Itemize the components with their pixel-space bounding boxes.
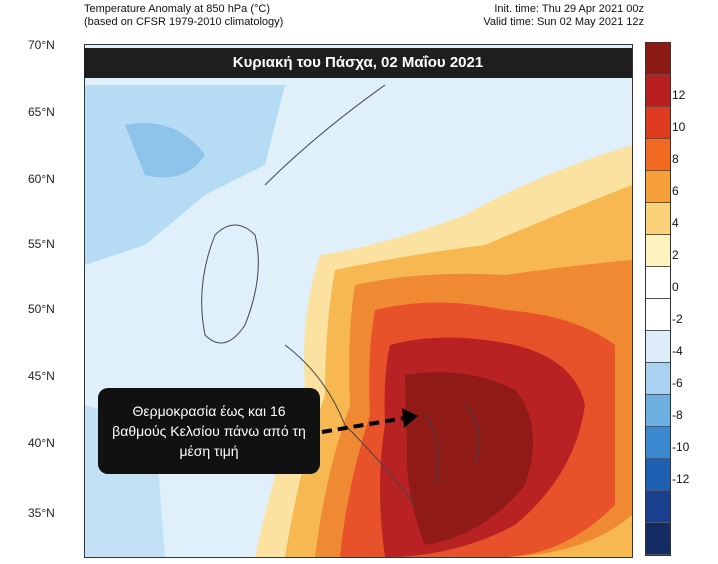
lat-label-40: 40°N bbox=[28, 436, 55, 450]
header-init-time: Init. time: Thu 29 Apr 2021 00z bbox=[494, 3, 644, 15]
header-valid-time: Valid time: Sun 02 May 2021 12z bbox=[483, 16, 644, 28]
lat-label-65: 65°N bbox=[28, 105, 55, 119]
lat-label-45: 45°N bbox=[28, 369, 55, 383]
callout-text: Θερμοκρασία έως και 16 βαθμούς Κελσίου π… bbox=[112, 403, 306, 459]
colorbar-label: -4 bbox=[672, 344, 683, 358]
colorbar-label: -6 bbox=[672, 376, 683, 390]
colorbar-label: -10 bbox=[672, 440, 690, 454]
colorbar-cell bbox=[646, 363, 670, 395]
colorbar-cell bbox=[646, 235, 670, 267]
colorbar bbox=[645, 42, 671, 556]
colorbar-label: 6 bbox=[672, 184, 679, 198]
colorbar-cell bbox=[646, 171, 670, 203]
colorbar-label: -12 bbox=[672, 472, 690, 486]
colorbar-cell bbox=[646, 459, 670, 491]
colorbar-label: 12 bbox=[672, 88, 686, 102]
colorbar-label: 0 bbox=[672, 280, 679, 294]
cold-core bbox=[125, 123, 205, 178]
colorbar-cell bbox=[646, 267, 670, 299]
colorbar-cell bbox=[646, 491, 670, 523]
colorbar-label: -2 bbox=[672, 312, 683, 326]
coastline-balkans bbox=[424, 404, 479, 486]
colorbar-cell bbox=[646, 75, 670, 107]
colorbar-label: 2 bbox=[672, 248, 679, 262]
colorbar-label: 8 bbox=[672, 152, 679, 166]
map-title: Κυριακή του Πάσχα, 02 Μαΐου 2021 bbox=[84, 48, 632, 78]
colorbar-label: 4 bbox=[672, 216, 679, 230]
colorbar-label: 10 bbox=[672, 120, 686, 134]
colorbar-cell bbox=[646, 395, 670, 427]
anomaly-map[interactable] bbox=[84, 44, 633, 558]
map-header-left: Temperature Anomaly at 850 hPa (°C) (bas… bbox=[84, 3, 283, 29]
colorbar-cell bbox=[646, 107, 670, 139]
coastline-britain bbox=[201, 224, 259, 344]
header-climatology: (based on CFSR 1979-2010 climatology) bbox=[84, 16, 284, 28]
extreme-zone bbox=[405, 372, 533, 545]
anomaly-field bbox=[85, 45, 632, 557]
lat-label-60: 60°N bbox=[28, 172, 55, 186]
lat-label-55: 55°N bbox=[28, 237, 55, 251]
colorbar-cell bbox=[646, 331, 670, 363]
colorbar-cell bbox=[646, 523, 670, 555]
coastline-norway bbox=[264, 84, 386, 186]
lat-label-70: 70°N bbox=[28, 38, 55, 52]
lat-label-35: 35°N bbox=[28, 506, 55, 520]
lat-label-50: 50°N bbox=[28, 302, 55, 316]
colorbar-cell bbox=[646, 203, 670, 235]
header-variable: Temperature Anomaly at 850 hPa (°C) bbox=[84, 3, 270, 15]
map-header-right: Init. time: Thu 29 Apr 2021 00z Valid ti… bbox=[483, 3, 644, 29]
colorbar-cell bbox=[646, 139, 670, 171]
colorbar-label: -8 bbox=[672, 408, 683, 422]
colorbar-cell bbox=[646, 427, 670, 459]
colorbar-cell bbox=[646, 43, 670, 75]
colorbar-cell bbox=[646, 299, 670, 331]
callout-box: Θερμοκρασία έως και 16 βαθμούς Κελσίου π… bbox=[98, 388, 320, 474]
